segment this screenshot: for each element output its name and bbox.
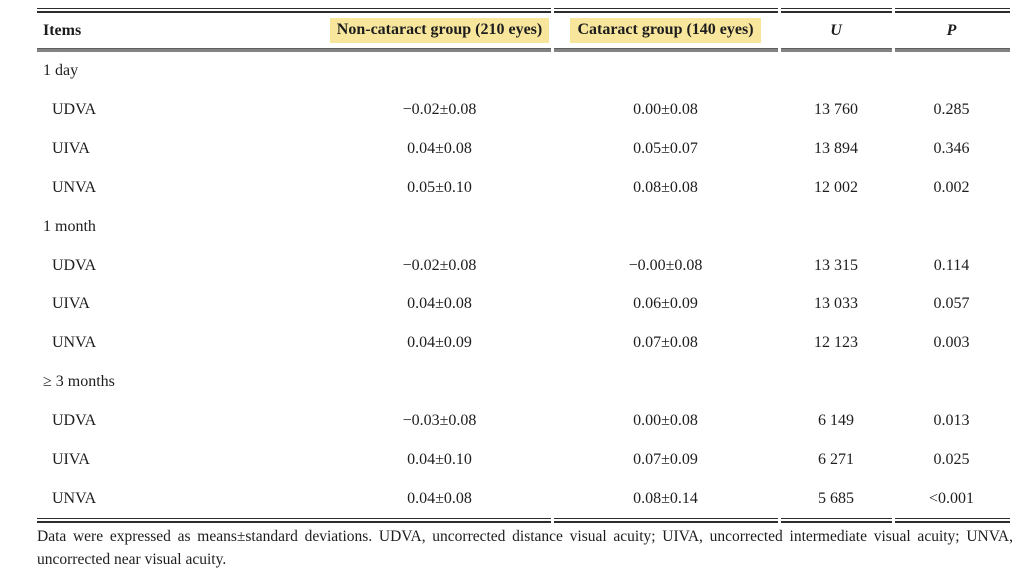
value-noncataract: 0.05±0.10 [407,178,472,196]
value-cataract: 0.00±0.08 [633,100,698,118]
column-header-cataract: Cataract group (140 eyes) [552,18,779,43]
table-row: UNVA 0.05±0.10 0.08±0.08 12 002 0.002 [37,168,1010,207]
value-u-statistic: 12 002 [814,178,858,196]
value-noncataract: −0.02±0.08 [402,256,477,274]
value-cataract: 0.07±0.08 [633,334,698,352]
value-p-value: <0.001 [928,490,975,508]
value-p-value: 0.002 [933,178,970,196]
value-p-value: 0.057 [933,295,970,313]
column-header-u: U [830,21,842,39]
value-p-value: 0.346 [933,139,970,157]
item-label: UDVA [52,412,97,430]
table-row: UIVA 0.04±0.08 0.06±0.09 13 033 0.057 [37,285,1010,324]
value-p-value: 0.025 [933,451,970,469]
section-label: ≥ 3 months [43,373,115,391]
item-label: UIVA [52,295,90,313]
column-header-items: Items [43,21,82,39]
value-u-statistic: 13 033 [814,295,858,313]
table-row: UNVA 0.04±0.09 0.07±0.08 12 123 0.003 [37,324,1010,363]
item-label: UIVA [52,451,90,469]
value-noncataract: 0.04±0.08 [407,295,472,313]
table-rule-bottom [37,518,1010,524]
value-u-statistic: 12 123 [814,334,858,352]
value-cataract: 0.05±0.07 [633,139,698,157]
cataract-highlight: Cataract group (140 eyes) [570,18,761,43]
item-label: UDVA [52,100,97,118]
value-noncataract: 0.04±0.09 [407,334,472,352]
value-p-value: 0.013 [933,412,970,430]
value-cataract: 0.06±0.09 [633,295,698,313]
value-u-statistic: 6 149 [818,412,854,430]
value-cataract: 0.08±0.14 [633,490,698,508]
footnote-line-1: Data were expressed as means±standard de… [37,528,1013,545]
results-table: Items Non-cataract group (210 eyes) Cata… [37,8,1010,524]
table-row: UIVA 0.04±0.10 0.07±0.09 6 271 0.025 [37,441,1010,480]
value-p-value: 0.285 [933,100,970,118]
value-u-statistic: 5 685 [818,490,854,508]
item-label: UNVA [52,334,97,352]
noncataract-highlight: Non-cataract group (210 eyes) [329,18,550,43]
section-label: 1 day [43,62,79,80]
section-row: 1 month [37,207,1010,246]
table-row: UDVA −0.02±0.08 −0.00±0.08 13 315 0.114 [37,246,1010,285]
table-header-row: Items Non-cataract group (210 eyes) Cata… [37,13,1010,48]
table-footnote: Data were expressed as means±standard de… [37,526,1013,571]
table-row: UNVA 0.04±0.08 0.08±0.14 5 685 <0.001 [37,480,1010,519]
table-row: UDVA −0.02±0.08 0.00±0.08 13 760 0.285 [37,91,1010,130]
value-p-value: 0.003 [933,334,970,352]
section-row: 1 day [37,52,1010,91]
section-row: ≥ 3 months [37,363,1010,402]
column-header-p: P [946,21,957,39]
value-u-statistic: 13 760 [814,100,858,118]
footnote-line-2: uncorrected near visual acuity. [37,550,227,568]
item-label: UDVA [52,256,97,274]
value-noncataract: −0.02±0.08 [402,100,477,118]
value-cataract: −0.00±0.08 [628,256,703,274]
value-p-value: 0.114 [933,256,970,274]
table-rule-top [37,8,1010,13]
value-u-statistic: 13 894 [814,139,858,157]
value-cataract: 0.07±0.09 [633,451,698,469]
value-noncataract: 0.04±0.10 [407,451,472,469]
item-label: UIVA [52,139,90,157]
item-label: UNVA [52,178,97,196]
value-noncataract: 0.04±0.08 [407,490,472,508]
value-noncataract: 0.04±0.08 [407,139,472,157]
value-noncataract: −0.03±0.08 [402,412,477,430]
table-row: UIVA 0.04±0.08 0.05±0.07 13 894 0.346 [37,129,1010,168]
value-u-statistic: 6 271 [818,451,854,469]
section-label: 1 month [43,217,96,235]
table-row: UDVA −0.03±0.08 0.00±0.08 6 149 0.013 [37,402,1010,441]
value-cataract: 0.00±0.08 [633,412,698,430]
value-u-statistic: 13 315 [814,256,858,274]
item-label: UNVA [52,490,97,508]
value-cataract: 0.08±0.08 [633,178,698,196]
table-body: 1 day UDVA −0.02±0.08 0.00±0.08 13 760 0.285 U… [37,52,1010,519]
table-rule-header-separator [37,48,1010,52]
column-header-noncataract: Non-cataract group (210 eyes) [327,18,552,43]
